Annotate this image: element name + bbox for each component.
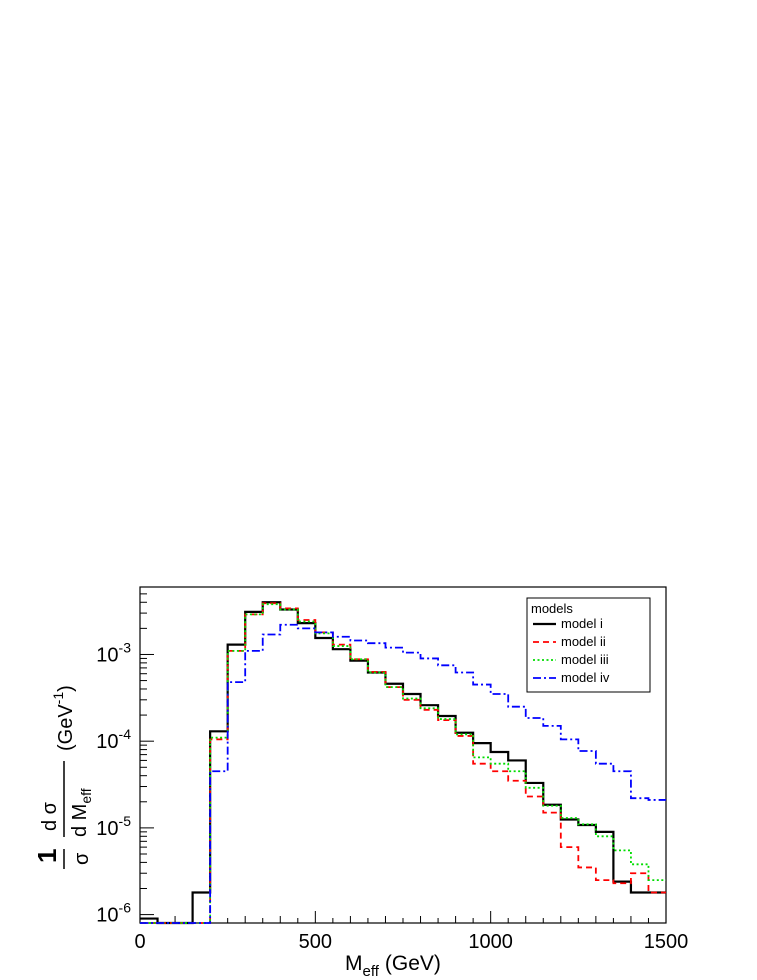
legend: models model i model ii model iii model iv	[526, 597, 651, 693]
x-tick-label: 1000	[468, 931, 513, 953]
x-axis-title: Meff (GeV)	[345, 952, 441, 980]
y-title-one: 1	[32, 849, 62, 863]
x-tick-label: 500	[299, 931, 332, 953]
legend-label: model iv	[561, 670, 610, 685]
x-tick-label: 1500	[644, 931, 689, 953]
y-axis-ticks: 10-6 10-5 10-4 10-3	[96, 586, 154, 927]
y-axis-title: 1 σ d σ d Meff (GeV-1)	[32, 685, 94, 869]
y-title-numerator: d σ	[39, 801, 61, 831]
y-title-unit: (GeV-1)	[50, 685, 77, 751]
series-layer	[140, 601, 666, 925]
legend-entries: model i model ii model iii model iv	[533, 616, 610, 685]
y-tick-label: 10-5	[96, 813, 131, 840]
y-title-denominator: d Meff	[69, 788, 94, 837]
legend-label: model iii	[561, 652, 609, 667]
x-tick-label: 0	[134, 931, 145, 953]
legend-label: model i	[561, 616, 603, 631]
y-tick-label: 10-3	[96, 639, 131, 666]
legend-label: model ii	[561, 634, 606, 649]
y-tick-label: 10-6	[96, 900, 131, 927]
y-title-sigma: σ	[71, 852, 93, 865]
series-line-3	[140, 603, 666, 924]
legend-title: models	[531, 601, 573, 616]
x-axis-ticks: 0 500 1000 1500	[134, 911, 688, 953]
y-tick-label: 10-4	[96, 726, 131, 753]
series-line-2	[140, 602, 666, 924]
legend-box	[526, 597, 651, 693]
